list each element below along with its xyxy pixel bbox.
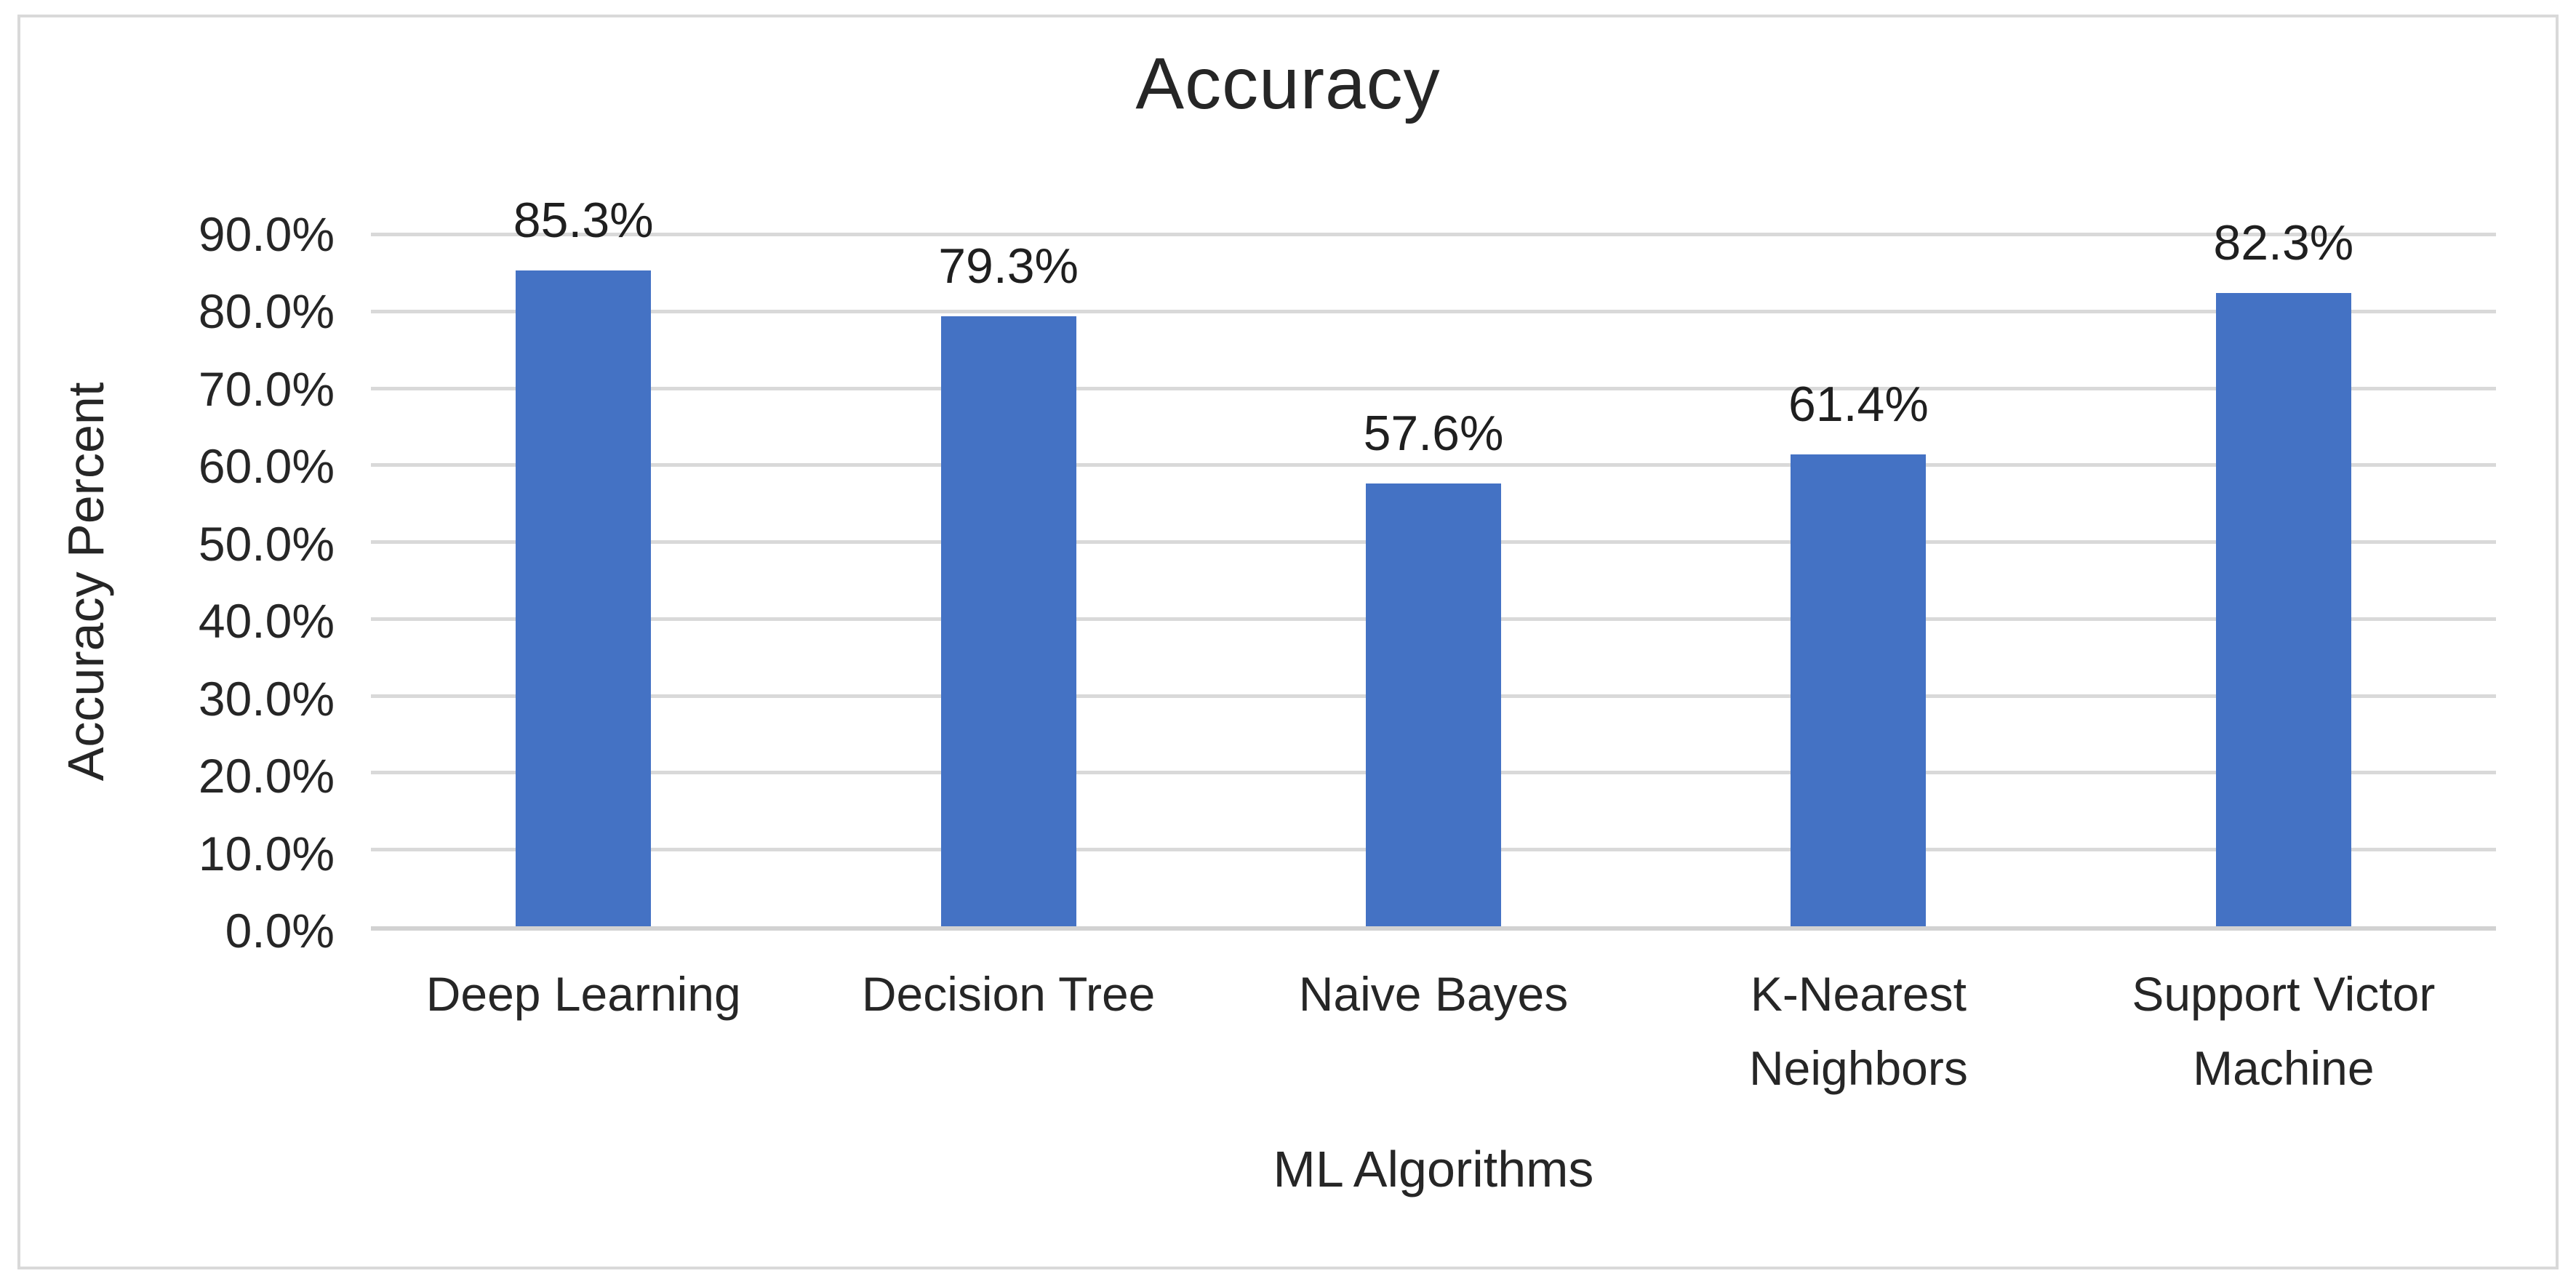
data-label-naive-bayes: 57.6%: [1363, 405, 1504, 461]
bars-row: 85.3% 79.3% 57.6% 61.4% 82.3%: [371, 193, 2496, 926]
bar-slot-k-nearest-neighbors: 61.4%: [1646, 234, 2071, 926]
gridline-60: [371, 463, 2496, 468]
y-tick-40: 40.0%: [198, 594, 335, 649]
plot-area: 85.3% 79.3% 57.6% 61.4% 82.3%: [371, 193, 2496, 931]
x-category-decision-tree: Decision Tree: [861, 967, 1156, 1021]
bar-slot-deep-learning: 85.3%: [371, 193, 796, 926]
y-axis-tick-labels: 90.0% 80.0% 70.0% 60.0% 50.0% 40.0% 30.0…: [116, 207, 335, 958]
x-category-support-victor-machine: Support Victor Machine: [2132, 967, 2436, 1096]
bar-naive-bayes: [1366, 483, 1502, 926]
y-tick-90: 90.0%: [198, 207, 335, 261]
x-category-deep-learning: Deep Learning: [425, 967, 741, 1021]
y-tick-80: 80.0%: [198, 284, 335, 339]
y-tick-50: 50.0%: [198, 516, 335, 571]
bar-deep-learning: [516, 270, 652, 926]
gridline-70: [371, 386, 2496, 390]
data-label-decision-tree: 79.3%: [938, 238, 1079, 294]
gridline-90: [371, 233, 2496, 236]
data-label-k-nearest-neighbors: 61.4%: [1788, 376, 1929, 432]
y-tick-0: 0.0%: [225, 904, 335, 958]
bar-support-victor-machine: [2215, 293, 2351, 926]
chart-title: Accuracy: [1135, 43, 1441, 124]
bar-k-nearest-neighbors: [1791, 454, 1927, 926]
data-label-deep-learning: 85.3%: [513, 192, 654, 248]
gridline-80: [371, 309, 2496, 313]
bar-slot-support-victor-machine: 82.3%: [2071, 215, 2496, 926]
y-tick-70: 70.0%: [198, 361, 335, 416]
chart-border-frame: [17, 15, 2559, 1269]
y-tick-20: 20.0%: [198, 749, 335, 803]
y-tick-60: 60.0%: [198, 439, 335, 494]
x-category-k-nearest-neighbors: K-Nearest Neighbors: [1749, 967, 1968, 1096]
y-axis-title: Accuracy Percent: [57, 382, 114, 782]
x-axis-category-labels: Deep Learning Decision Tree Naive Bayes …: [371, 957, 2496, 1106]
y-tick-30: 30.0%: [198, 671, 335, 726]
y-tick-10: 10.0%: [198, 826, 335, 880]
x-axis-title: ML Algorithms: [1273, 1141, 1594, 1197]
data-label-support-victor-machine: 82.3%: [2213, 215, 2354, 271]
bar-decision-tree: [940, 316, 1076, 926]
bar-slot-decision-tree: 79.3%: [796, 234, 1220, 926]
bar-slot-naive-bayes: 57.6%: [1221, 234, 1646, 926]
x-category-naive-bayes: Naive Bayes: [1298, 967, 1569, 1021]
